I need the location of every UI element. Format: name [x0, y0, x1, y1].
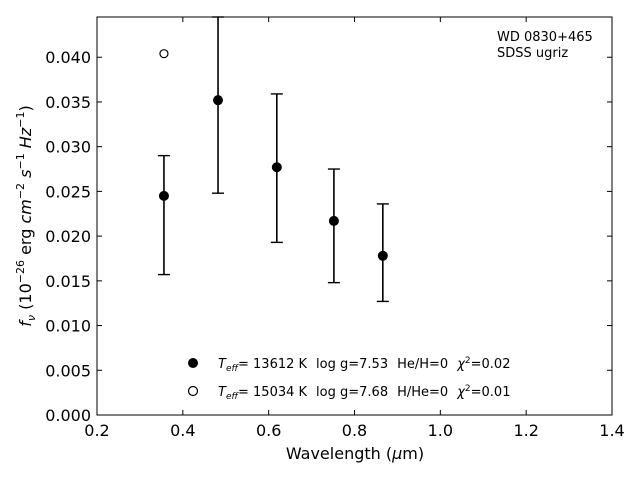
y-tick-label: 0.035 — [45, 93, 91, 112]
annotation-line-2: SDSS ugriz — [497, 46, 568, 61]
x-tick-label: 0.8 — [342, 421, 367, 440]
legend-marker-filled — [188, 358, 198, 368]
y-tick-label: 0.000 — [45, 406, 91, 425]
data-point-filled — [377, 250, 388, 261]
legend-1-teff: = 13612 K — [238, 357, 308, 372]
legend-marker-open — [187, 385, 199, 397]
x-tick-label: 1.2 — [513, 421, 538, 440]
y-tick-label: 0.025 — [45, 182, 91, 201]
data-point-filled — [328, 215, 339, 226]
legend-2-comp: H/He=0 — [397, 385, 448, 400]
data-point-open — [159, 49, 169, 59]
x-tick-label: 1.4 — [599, 421, 624, 440]
legend-2-teff: = 15034 K — [238, 385, 308, 400]
legend-1-comp: He/H=0 — [397, 357, 448, 372]
legend-2-logg: log g=7.68 — [316, 385, 388, 400]
axis-ticks: 0.2 0.4 0.6 0.8 1.0 1.2 1.4 0.000 0.005 0.010 0.01… — [45, 17, 625, 440]
annotation-line-1: WD 0830+465 — [497, 30, 593, 45]
x-tick-label: 0.2 — [84, 421, 109, 440]
data-point-filled — [213, 95, 224, 106]
x-tick-label: 1.0 — [428, 421, 453, 440]
y-axis-title: fν (10−26 erg cm−2 s−1 Hz−1) — [14, 105, 38, 326]
x-axis-title: Wavelength (μm) — [286, 444, 424, 463]
data-point-filled — [271, 162, 282, 173]
y-tick-label: 0.005 — [45, 361, 91, 380]
x-tick-label: 0.6 — [256, 421, 281, 440]
y-tick-label: 0.020 — [45, 227, 91, 246]
y-tick-label: 0.015 — [45, 272, 91, 291]
data-point-filled — [158, 190, 169, 201]
y-tick-label: 0.010 — [45, 317, 91, 336]
legend-1-logg: log g=7.53 — [316, 357, 388, 372]
legend-1-chi2: =0.02 — [471, 357, 511, 372]
legend-2-chi2: =0.01 — [471, 385, 511, 400]
x-tick-label: 0.4 — [170, 421, 195, 440]
y-tick-label: 0.040 — [45, 48, 91, 67]
plot-frame — [96, 16, 613, 416]
y-tick-label: 0.030 — [45, 138, 91, 157]
data-marks — [157, 16, 389, 303]
